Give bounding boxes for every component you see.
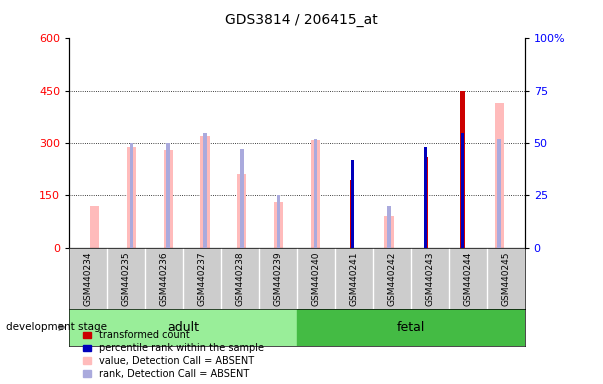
Text: GSM440240: GSM440240 xyxy=(311,251,320,306)
Bar xyxy=(200,136,210,248)
Bar xyxy=(163,150,173,248)
Bar xyxy=(351,160,353,248)
Bar xyxy=(497,139,501,248)
Bar xyxy=(314,139,317,248)
Text: GSM440236: GSM440236 xyxy=(160,251,169,306)
Text: GSM440244: GSM440244 xyxy=(463,251,472,306)
Bar xyxy=(460,91,465,248)
Bar xyxy=(423,157,428,248)
Text: GDS3814 / 206415_at: GDS3814 / 206415_at xyxy=(225,13,378,27)
Bar xyxy=(387,206,391,248)
Bar xyxy=(494,103,504,248)
Text: GSM440238: GSM440238 xyxy=(236,251,245,306)
Bar xyxy=(69,309,297,346)
Text: GSM440245: GSM440245 xyxy=(501,251,510,306)
Bar xyxy=(166,143,170,248)
Bar xyxy=(461,132,464,248)
Bar xyxy=(311,139,320,248)
Bar xyxy=(297,309,525,346)
Bar xyxy=(350,180,355,248)
Text: fetal: fetal xyxy=(397,321,425,334)
Bar xyxy=(384,216,394,248)
Text: GSM440243: GSM440243 xyxy=(425,251,434,306)
Text: GSM440237: GSM440237 xyxy=(198,251,207,306)
Bar xyxy=(130,143,133,248)
Bar xyxy=(240,149,244,248)
Bar xyxy=(203,132,207,248)
Text: GSM440242: GSM440242 xyxy=(387,251,396,306)
Bar xyxy=(277,195,280,248)
Bar xyxy=(127,147,136,248)
Bar xyxy=(237,174,247,248)
Text: GSM440241: GSM440241 xyxy=(349,251,358,306)
Bar xyxy=(90,206,99,248)
Text: GSM440239: GSM440239 xyxy=(274,251,283,306)
Bar xyxy=(274,202,283,248)
Bar xyxy=(425,147,427,248)
Text: development stage: development stage xyxy=(6,322,107,333)
Text: GSM440235: GSM440235 xyxy=(122,251,131,306)
Legend: transformed count, percentile rank within the sample, value, Detection Call = AB: transformed count, percentile rank withi… xyxy=(83,330,264,379)
Text: adult: adult xyxy=(167,321,199,334)
Text: GSM440234: GSM440234 xyxy=(84,251,93,306)
